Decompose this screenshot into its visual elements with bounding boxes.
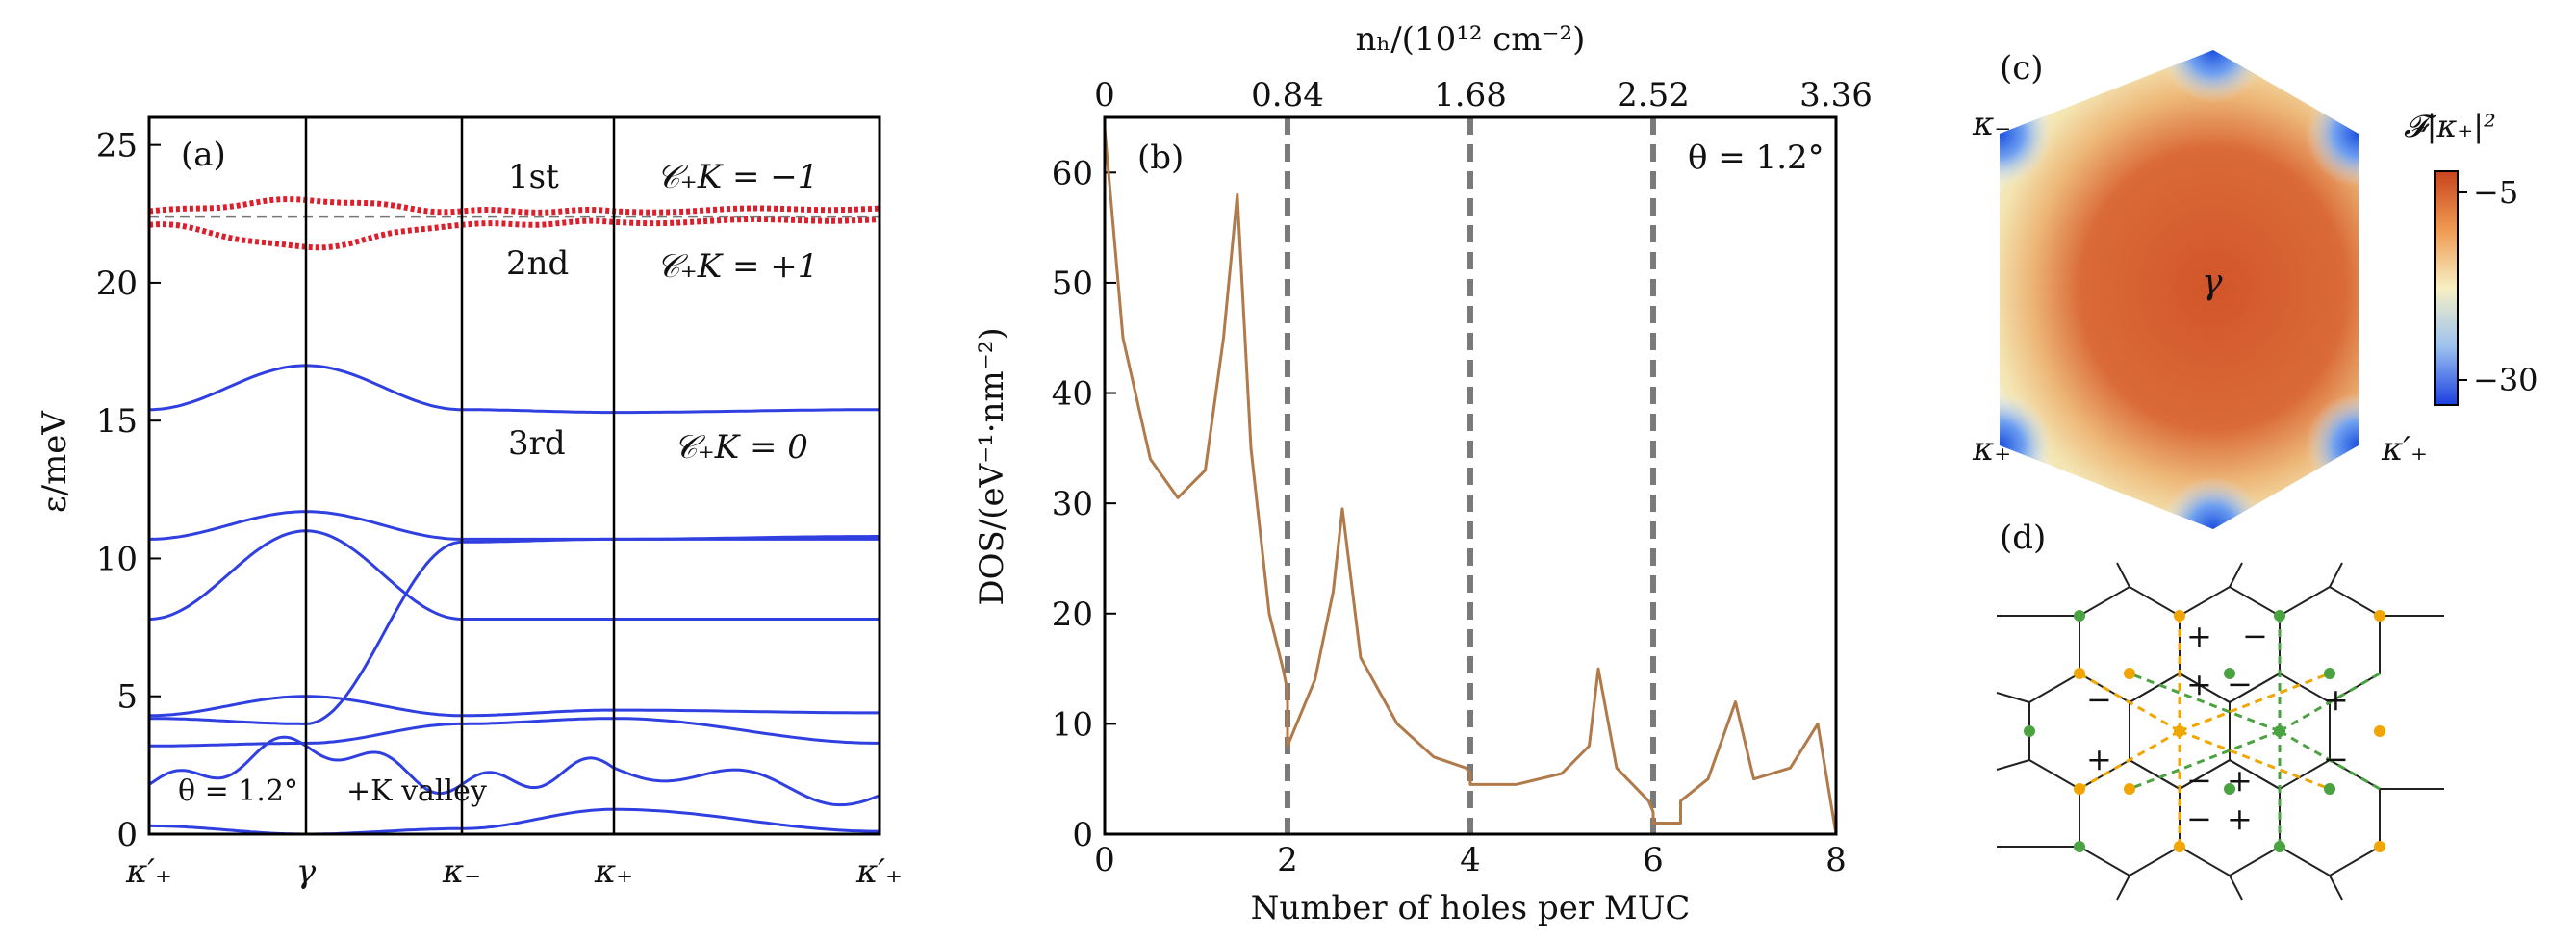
panel-b-filling-lines — [1285, 117, 1656, 834]
sign-plus-orange-2: + — [2086, 741, 2112, 777]
theta-label-b: θ = 1.2° — [1688, 139, 1824, 177]
panel-b-ticks: 0 2 4 6 8 0 0.84 1.68 2.52 3.36 0 10 20 30 40 50 60 — [1052, 76, 1873, 879]
panel-a-ytick-label: 5 — [116, 678, 138, 717]
panel-b-ytick-label: 30 — [1052, 485, 1093, 523]
panel-c-label: (c) — [2000, 49, 2044, 88]
panel-b-xtick-label: 8 — [1825, 841, 1847, 879]
panel-a-bands — [148, 196, 880, 836]
panel-b-xtick-label: 0 — [1094, 841, 1115, 879]
chern-label-1: 𝒞₊K = −1 — [656, 158, 818, 196]
panel-b-ytick-label: 10 — [1052, 705, 1093, 744]
panel-a-xtick-label: κ₊ — [594, 852, 633, 891]
panel-a-ytick-label: 10 — [96, 540, 138, 578]
panel-b-ytick-label: 20 — [1052, 596, 1093, 634]
panel-b-top-tick-label: 0.84 — [1251, 76, 1324, 114]
panel-b-top-tick-label: 2.52 — [1617, 76, 1690, 114]
panel-b-dos-curve — [1103, 128, 1838, 835]
panel-c-berry-curvature: (c) γ κ₋ κ₊ κ′₊ 𝓕|κ₊|² −5 −30 — [1972, 49, 2538, 529]
remote-band — [149, 695, 880, 718]
colorbar-tick-high: −5 — [2473, 174, 2518, 211]
panel-b-dos: DOS/(eV⁻¹·nm⁻²) Number of holes per MUC … — [973, 20, 1873, 927]
kappa-minus-label: κ₋ — [1972, 105, 2011, 143]
remote-band — [149, 364, 880, 415]
panel-b-xtick-label: 6 — [1643, 841, 1664, 879]
panel-a-x-ticks: κ′₊ γ κ₋ κ₊ κ′₊ — [125, 852, 903, 891]
lattice-sites — [2024, 610, 2385, 852]
panel-a-xtick-label: κ₋ — [442, 852, 481, 891]
colorbar-tick-low: −30 — [2473, 362, 2538, 398]
panel-b-top-tick-label: 1.68 — [1434, 76, 1507, 114]
panel-a-ytick-label: 15 — [96, 402, 138, 441]
panel-a-ytick-label: 25 — [96, 127, 138, 165]
orange-arrows — [2079, 616, 2331, 847]
panel-a-band-structure: ε/meV 0 5 10 15 20 25 κ′₊ γ κ₋ κ₊ κ′₊ (a) 1st 2nd… — [36, 115, 903, 891]
sign-minus-orange-2: − — [2086, 681, 2112, 718]
sign-minus-orange-3: − — [2186, 800, 2212, 837]
remote-band — [149, 510, 880, 541]
panel-b-ytick-label: 40 — [1052, 375, 1093, 414]
band-label-1: 1st — [508, 158, 559, 196]
panel-a-frame — [147, 115, 881, 836]
panel-a-y-ticks: 0 5 10 15 20 25 — [96, 127, 161, 854]
panel-b-ytick-label: 50 — [1052, 265, 1093, 303]
panel-b-top-xlabel: nₕ/(10¹² cm⁻²) — [1356, 20, 1586, 59]
panel-a-xtick-label: γ — [296, 852, 317, 891]
remote-band — [148, 529, 880, 621]
sign-plus-green-3: + — [2227, 800, 2253, 837]
remote-band — [149, 535, 880, 725]
panel-b-top-tick-label: 3.36 — [1799, 76, 1873, 114]
sign-plus-orange-1: + — [2186, 618, 2212, 654]
sign-plus-orange-3: + — [2227, 762, 2253, 799]
kappa-plus-label: κ₊ — [1972, 430, 2011, 469]
panel-a-high-symmetry-lines — [304, 117, 616, 834]
dos-curve — [1103, 128, 1838, 835]
panel-b-label: (b) — [1137, 139, 1184, 177]
sign-minus-green-3: − — [2186, 762, 2212, 799]
band-label-2: 2nd — [506, 244, 569, 283]
panel-b-xtick-label: 4 — [1460, 841, 1481, 879]
valley-label: +K valley — [346, 774, 487, 808]
colorbar-label: 𝓕|κ₊|² — [2404, 108, 2496, 144]
sign-minus-green-2: − — [2323, 741, 2349, 777]
kappa-prime-plus-label: κ′₊ — [2381, 430, 2428, 469]
sign-labels: + − + − − + + − − + − + — [2086, 618, 2349, 837]
panel-b-top-tick-label: 0 — [1094, 76, 1115, 114]
panel-a-xtick-label: κ′₊ — [855, 852, 903, 891]
panel-a-ylabel: ε/meV — [36, 410, 74, 513]
remote-band — [149, 807, 880, 836]
theta-label-a: θ = 1.2° — [178, 774, 298, 808]
panel-a-xtick-label: κ′₊ — [125, 852, 172, 891]
panel-d-label: (d) — [2000, 519, 2046, 557]
flat-band — [148, 196, 880, 216]
panel-d-lattice-diagram: (d) — [1996, 519, 2444, 901]
sign-minus-green-1: − — [2242, 618, 2268, 654]
panel-a-ytick-label: 0 — [116, 816, 138, 854]
sign-plus-green-2: + — [2323, 681, 2349, 718]
flat-band — [148, 216, 880, 251]
panel-b-xtick-label: 2 — [1277, 841, 1298, 879]
panel-b-xlabel: Number of holes per MUC — [1251, 889, 1691, 927]
colorbar — [2434, 170, 2459, 406]
panel-b-ytick-label: 60 — [1052, 154, 1093, 192]
panel-a-label: (a) — [181, 136, 226, 174]
panel-b-frame — [1103, 115, 1838, 836]
sign-minus-orange-1: − — [2227, 666, 2253, 702]
sign-plus-green-1: + — [2186, 666, 2212, 702]
gamma-label: γ — [2202, 263, 2223, 302]
green-arrows — [2129, 616, 2381, 847]
panel-b-ytick-label: 0 — [1072, 816, 1093, 854]
panel-a-ytick-label: 20 — [96, 265, 138, 303]
band-label-3: 3rd — [508, 424, 566, 463]
chern-label-2: 𝒞₊K = +1 — [656, 247, 818, 286]
chern-label-3: 𝒞₊K = 0 — [674, 428, 808, 467]
panel-b-ylabel: DOS/(eV⁻¹·nm⁻²) — [973, 327, 1011, 605]
